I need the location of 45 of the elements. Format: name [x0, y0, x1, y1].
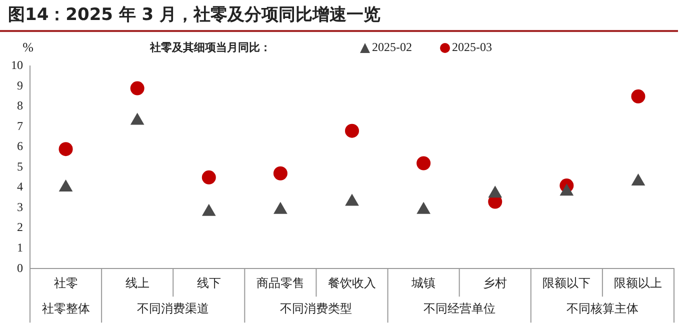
legend-label: 2025-03 [452, 40, 492, 54]
y-tick-label: 7 [17, 118, 23, 133]
y-tick-label: 8 [17, 98, 23, 113]
point [273, 166, 288, 180]
x-tick-label: 限额以上 [614, 276, 662, 290]
point [345, 194, 359, 206]
text: 社零整体 [42, 302, 90, 316]
y-tick-label: 0 [17, 260, 23, 275]
y-tick-label: 3 [17, 200, 23, 214]
y-tick-label: 5 [17, 159, 23, 174]
point [631, 89, 646, 104]
y-tick-label: 9 [17, 78, 23, 92]
x-tick-label: 限额以下 [542, 276, 591, 290]
x-tick-label: 社零 [54, 276, 78, 290]
point [416, 156, 431, 170]
y-tick-label: 6 [17, 139, 23, 154]
x-tick-label: 城镇 [410, 276, 436, 290]
x-tick-label: 线上 [125, 276, 150, 290]
x-tick-label: 商品零售 [256, 276, 304, 290]
legend-label: 2025-02 [372, 40, 412, 54]
x-tick-label: 餐饮收入 [328, 276, 376, 290]
point [130, 81, 144, 96]
point [202, 170, 216, 184]
y-tick-label: 2 [17, 220, 23, 234]
point [631, 173, 646, 186]
point [345, 124, 359, 138]
text: 不同核算主体 [566, 302, 638, 316]
x-tick-label: 线下 [196, 276, 221, 290]
point [58, 142, 73, 156]
point [560, 184, 574, 196]
point [488, 186, 502, 198]
point [58, 180, 73, 192]
x-tick-label: 乡村 [483, 276, 508, 290]
text: 不同消费渠道 [137, 302, 210, 316]
text: 不同经营单位 [423, 302, 496, 316]
text: 不同消费类型 [280, 302, 352, 316]
y-tick-label: 4 [17, 180, 23, 194]
point [416, 202, 430, 214]
y-tick-label: 10 [11, 58, 23, 72]
point [202, 204, 216, 216]
y-tick-label: 1 [17, 240, 23, 254]
legend-title: 社零及其细项当月同比： [149, 40, 271, 54]
point [274, 202, 288, 214]
chart-title: 图14：2025 年 3 月，社零及分项同比增速一览 [0, 0, 678, 32]
y-axis-title: % [22, 39, 34, 54]
